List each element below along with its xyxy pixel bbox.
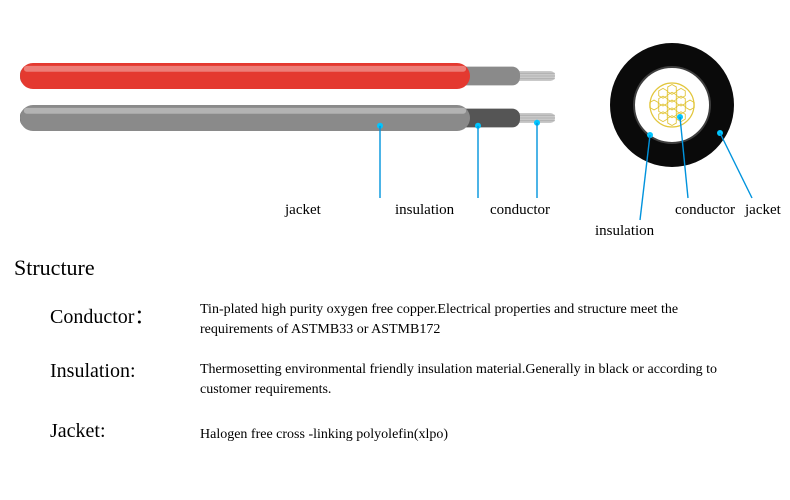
cross-callout-insulation: insulation (595, 223, 654, 240)
term-insulation: Insulation: (50, 360, 136, 383)
desc-insulation: Thermosetting environmental friendly ins… (200, 360, 730, 399)
term-jacket: Jacket: (50, 420, 106, 443)
cross-callout-conductor: conductor (675, 202, 735, 219)
side-callout-insulation: insulation (395, 202, 454, 219)
term-conductor: Conductor： (50, 300, 154, 329)
cable-diagram: jacket insulation conductor insulation c… (0, 0, 790, 500)
desc-jacket: Halogen free cross -linking polyolefin(x… (200, 425, 730, 445)
desc-conductor: Tin-plated high purity oxygen free coppe… (200, 300, 730, 339)
cross-callout-jacket: jacket (745, 202, 781, 219)
structure-title: Structure (14, 255, 95, 281)
side-callout-conductor: conductor (490, 202, 550, 219)
side-callout-jacket: jacket (285, 202, 321, 219)
